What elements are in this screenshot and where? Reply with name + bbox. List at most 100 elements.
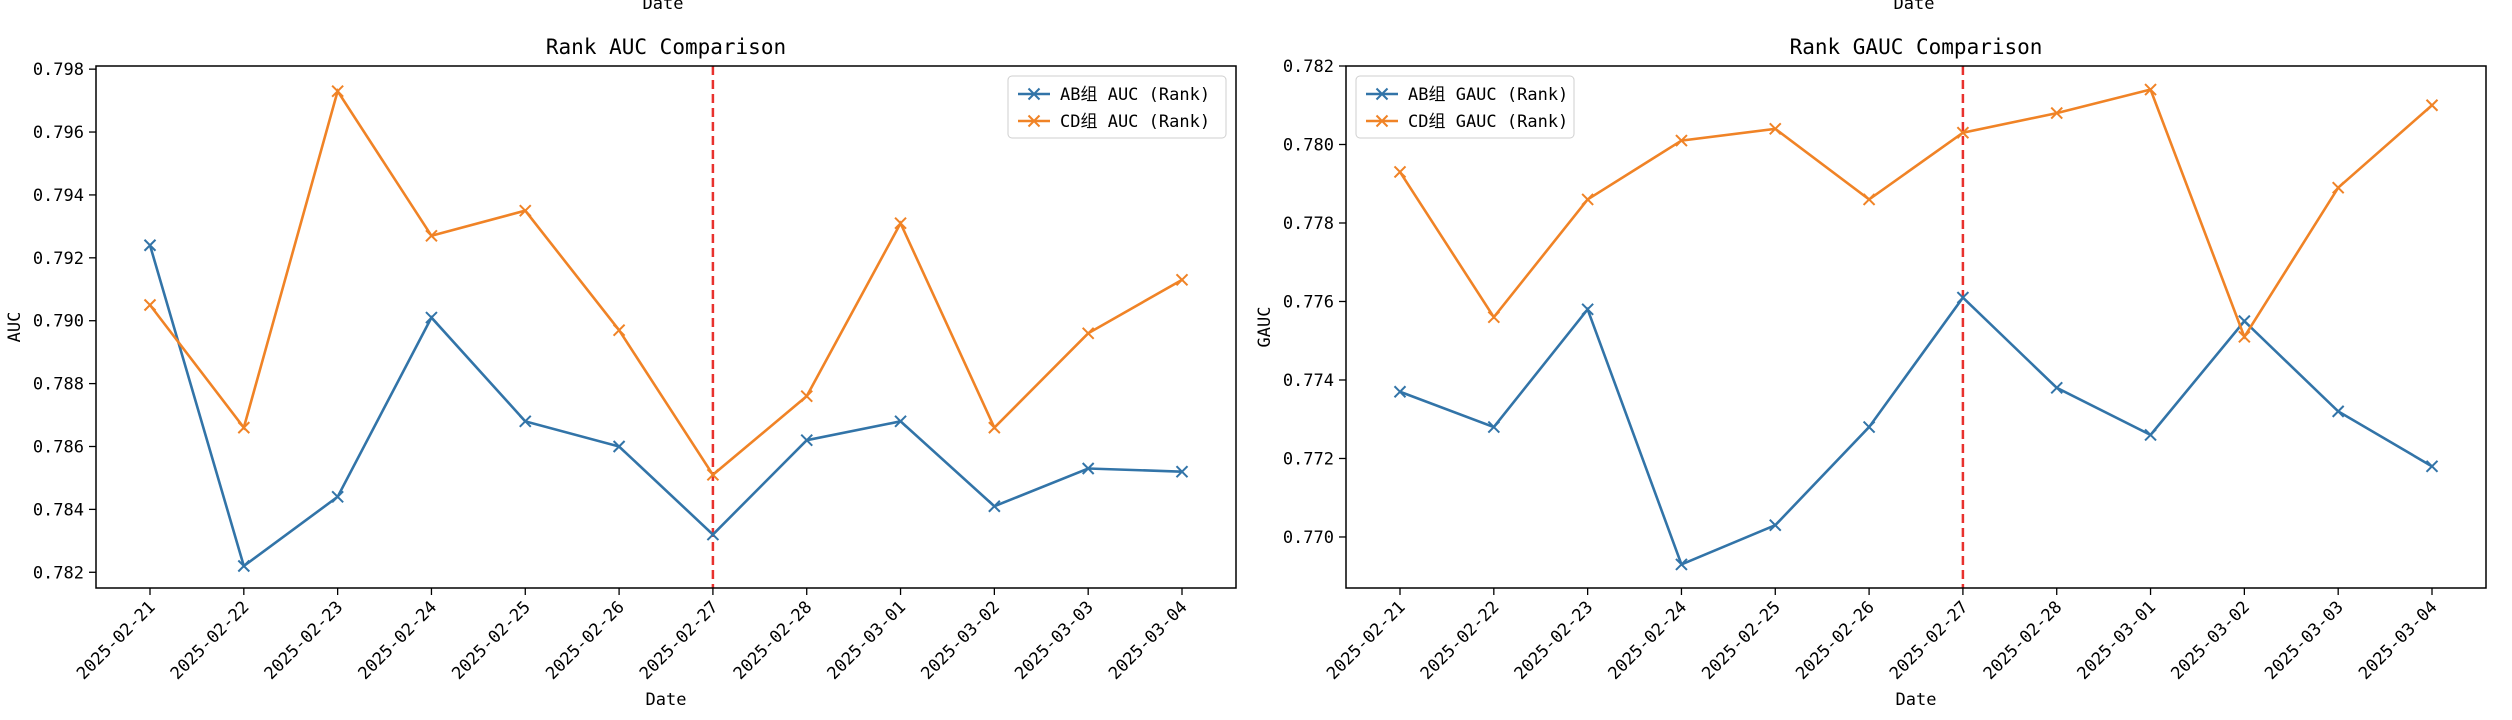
x-marker-stroke <box>988 500 1001 513</box>
x-tick-label: 2025-03-03 <box>2261 597 2348 684</box>
data-point-cd-4 <box>1769 122 1782 136</box>
x-marker-stroke <box>894 217 907 230</box>
data-point-cd-3 <box>1675 134 1688 147</box>
data-point-cd-2 <box>1581 193 1594 206</box>
y-tick-label: 0.780 <box>1283 135 1334 155</box>
x-tick-label: 2025-02-25 <box>1698 597 1785 684</box>
data-point-ab-7 <box>2050 381 2063 395</box>
x-marker-stroke <box>237 559 251 573</box>
y-tick-label: 0.774 <box>1283 371 1334 391</box>
x-tick-label: 2025-02-21 <box>73 597 160 684</box>
x-tick-label: 2025-03-01 <box>2074 597 2161 684</box>
x-marker-stroke <box>800 433 813 447</box>
data-point-ab-7 <box>800 433 813 447</box>
y-tick-label: 0.792 <box>33 249 84 269</box>
legend-box <box>1355 75 1575 139</box>
data-point-ab-5 <box>612 440 626 453</box>
x-tick-label: 2025-03-04 <box>2355 597 2442 684</box>
series-line-cd <box>148 88 1183 477</box>
auc-chart: Rank AUC Comparison 0.782 0.784 0.786 0.788 0… <box>5 35 1237 710</box>
legend-x-marker <box>1375 114 1389 128</box>
legend-x-marker <box>1375 87 1389 101</box>
x-marker-stroke <box>706 468 720 482</box>
gauc-chart: Rank GAUC Comparison 0.770 0.772 0.774 0.776… <box>1255 35 2487 710</box>
data-point-cd-6 <box>1956 126 1970 139</box>
x-tick-label: 2025-02-24 <box>1604 597 1691 684</box>
data-point-cd-11 <box>1175 273 1189 287</box>
data-point-cd-3 <box>425 229 438 243</box>
chart-title: Rank AUC Comparison <box>546 35 786 59</box>
data-point-ab-1 <box>237 559 251 573</box>
x-marker-stroke <box>1175 273 1189 287</box>
x-marker-stroke <box>519 415 532 428</box>
series-line-ab <box>1399 295 2433 567</box>
x-tick-label: 2025-02-24 <box>354 597 441 684</box>
x-marker-stroke <box>1956 291 1970 304</box>
x-marker-stroke <box>425 311 438 324</box>
x-marker-stroke <box>988 421 1001 434</box>
series-line-ab <box>148 244 1183 569</box>
x-marker-stroke <box>143 298 157 312</box>
y-tick-label: 0.782 <box>33 563 84 583</box>
x-marker-stroke <box>1675 558 1688 571</box>
data-point-cd-0 <box>143 298 157 312</box>
data-point-ab-1 <box>1487 420 1501 434</box>
data-point-cd-1 <box>237 421 251 434</box>
plot-frame <box>95 65 1237 589</box>
x-marker-stroke <box>1175 465 1189 478</box>
x-marker-stroke <box>1675 134 1688 147</box>
data-point-ab-0 <box>143 239 157 252</box>
x-marker-stroke <box>1956 126 1970 139</box>
x-marker-stroke <box>2050 106 2063 120</box>
data-point-cd-7 <box>2050 106 2063 120</box>
legend-entry-ab: AB组 GAUC (Rank) <box>1408 85 1568 105</box>
x-tick-label: 2025-02-22 <box>1417 597 1504 684</box>
data-point-ab-9 <box>988 500 1001 513</box>
data-point-cd-1 <box>1487 310 1501 324</box>
x-tick-label: 2025-03-01 <box>824 597 911 684</box>
x-marker-stroke <box>2050 381 2063 395</box>
y-tick-label: 0.798 <box>33 60 84 80</box>
x-marker-stroke <box>1769 518 1782 532</box>
data-point-cd-5 <box>612 323 626 337</box>
x-tick-label: 2025-02-22 <box>167 597 254 684</box>
x-marker-stroke <box>331 84 344 98</box>
data-point-cd-0 <box>1393 165 1407 179</box>
x-tick-label: 2025-02-27 <box>1886 597 1973 684</box>
x-marker-stroke <box>2425 99 2439 112</box>
legend-x-marker <box>1027 87 1041 101</box>
y-tick-label: 0.770 <box>1283 528 1334 548</box>
data-point-ab-10 <box>2331 405 2345 418</box>
x-tick-label: 2025-02-25 <box>448 597 535 684</box>
x-marker-stroke <box>612 440 626 453</box>
y-tick-label: 0.796 <box>33 123 84 143</box>
x-tick-label: 2025-02-23 <box>261 597 348 684</box>
y-tick-label: 0.786 <box>33 437 84 457</box>
data-point-ab-0 <box>1393 385 1407 398</box>
y-tick-label: 0.778 <box>1283 214 1334 234</box>
x-axis-label: Date <box>646 690 687 710</box>
plot-frame <box>1345 65 2487 589</box>
x-marker-stroke <box>237 421 251 434</box>
data-point-cd-6 <box>706 468 720 482</box>
y-axis-label: AUC <box>5 312 25 343</box>
x-tick-label: 2025-02-27 <box>636 597 723 684</box>
top-cut-xlabel-right: Date <box>1894 0 1935 14</box>
x-marker-stroke <box>2425 460 2439 473</box>
data-point-ab-3 <box>1675 558 1688 571</box>
x-marker-stroke <box>1393 385 1407 398</box>
x-marker-stroke <box>706 528 720 541</box>
x-tick-label: 2025-02-28 <box>1980 597 2067 684</box>
x-tick-label: 2025-03-02 <box>2167 597 2254 684</box>
data-point-ab-6 <box>1956 291 1970 304</box>
x-tick-label: 2025-02-26 <box>1792 597 1879 684</box>
data-point-ab-6 <box>706 528 720 541</box>
data-point-cd-2 <box>331 84 344 98</box>
y-tick-label: 0.788 <box>33 375 84 395</box>
y-tick-label: 0.772 <box>1283 449 1334 469</box>
x-marker-stroke <box>2144 428 2157 442</box>
x-tick-label: 2025-03-04 <box>1105 597 1192 684</box>
data-point-cd-8 <box>2144 83 2157 96</box>
x-marker-stroke <box>1581 303 1594 316</box>
